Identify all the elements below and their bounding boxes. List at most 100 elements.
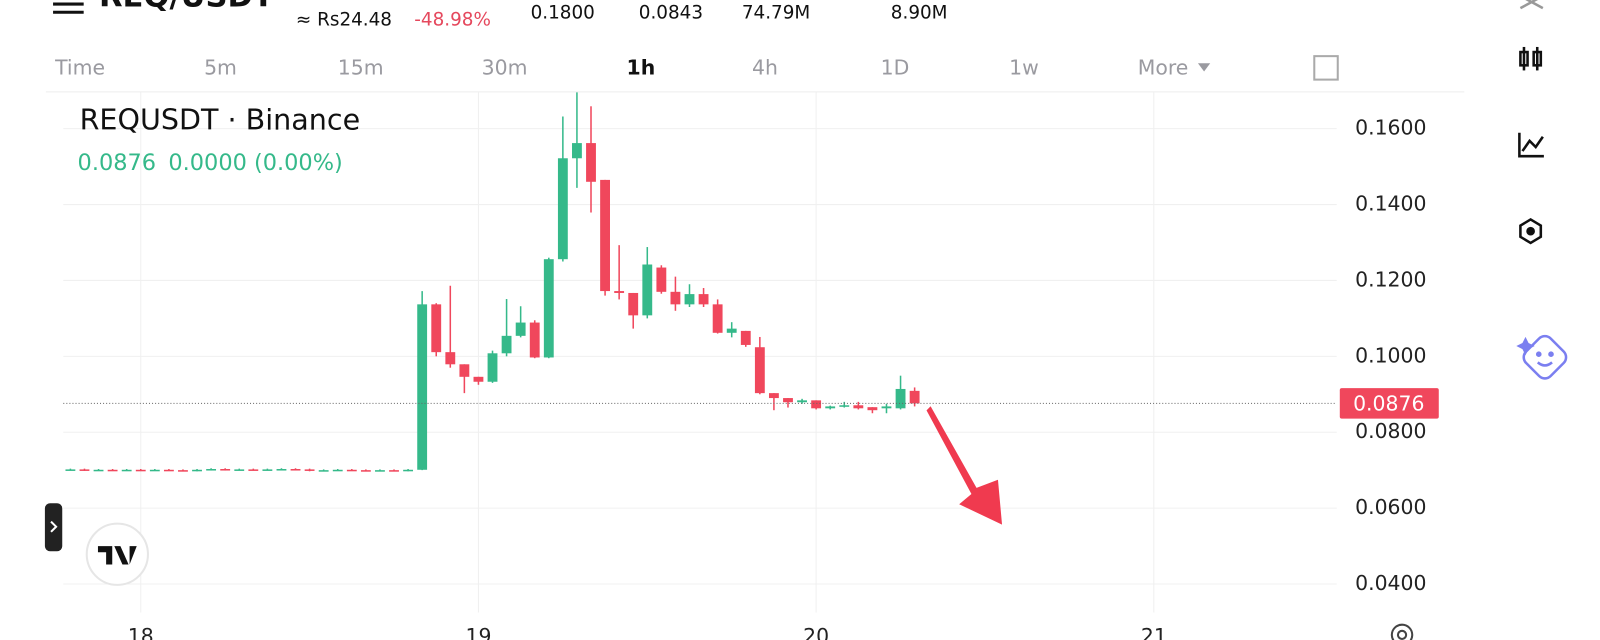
candle-body (107, 469, 118, 472)
candle-body (220, 469, 231, 471)
candle-body (163, 469, 174, 472)
timeframe[interactable]: 1D (881, 55, 910, 79)
candle-body (192, 469, 202, 472)
gear-icon[interactable] (1390, 623, 1414, 640)
y-tick-label: 0.0400 (1355, 571, 1426, 595)
y-tick-label: 0.1400 (1355, 192, 1426, 216)
candle-body (431, 304, 442, 353)
timeframe[interactable]: More (1138, 55, 1189, 79)
candle-body (698, 294, 709, 305)
timeframe[interactable]: Time (54, 55, 105, 79)
candle-body (825, 406, 836, 409)
candle-body (149, 469, 160, 472)
candle-body (600, 179, 610, 292)
timeframe[interactable]: 4h (752, 55, 778, 79)
chart-title: REQUSDT · Binance (80, 102, 361, 136)
candle-body (529, 322, 540, 358)
candle-body (79, 469, 90, 471)
candle-body (417, 304, 428, 470)
down-arrow (926, 406, 1003, 525)
candle-body (867, 407, 878, 411)
price-change: 0.0000 (0.00%) (168, 150, 342, 176)
indicator-tool[interactable] (1518, 132, 1544, 158)
side-toggle[interactable] (44, 503, 63, 552)
candle-body (487, 353, 498, 382)
candle-body (473, 376, 484, 382)
chevron (50, 520, 58, 533)
timeframe[interactable]: 15m (338, 55, 384, 79)
price-tag (1339, 388, 1439, 419)
candle-body (65, 469, 76, 471)
last-price: 0.0876 (78, 150, 157, 176)
candle-body (389, 470, 399, 472)
candle-body (543, 259, 554, 358)
candle-body (642, 264, 653, 316)
candle-body (93, 469, 104, 472)
candle-body (811, 400, 822, 409)
candle-body (614, 291, 625, 293)
candle-body (670, 291, 681, 305)
candle-body (881, 406, 892, 409)
timeframe-active[interactable]: 1h (627, 55, 656, 79)
candle-body (318, 470, 329, 472)
y-tick-label: 0.1600 (1355, 116, 1426, 140)
y-tick-label: 0.1200 (1355, 267, 1426, 291)
candle-body (586, 143, 596, 182)
grid: 0.1600 0.1400 0.1200 0.1000 0.0800 0.0600 0.04… (63, 91, 1426, 640)
x-tick-label: 20 (803, 624, 829, 640)
ai-tool[interactable] (1516, 333, 1569, 382)
candle-body (135, 469, 146, 472)
change: -48.98% (414, 9, 491, 30)
candle-body (572, 143, 582, 159)
timeframe[interactable]: 30m (482, 55, 528, 79)
candle-body (783, 398, 793, 403)
x-tick-label: 18 (128, 624, 154, 640)
candle-body (346, 469, 357, 472)
stat: 0.1800 (531, 2, 595, 23)
tv-logo (85, 522, 149, 586)
candle-body (515, 322, 526, 336)
fiat-price: ≈ Rs24.48 (296, 9, 392, 30)
y-tick-label: 0.0800 (1355, 419, 1426, 443)
y-tick-label: 0.0600 (1355, 495, 1426, 519)
timeframe[interactable]: 5m (204, 55, 237, 79)
candle-body (501, 335, 512, 354)
candle-body (276, 469, 287, 471)
timeframe[interactable]: 1w (1009, 55, 1039, 79)
candle-body (909, 390, 920, 404)
candle-body (178, 470, 188, 472)
tv-logo-mark (97, 546, 137, 565)
candle-body (121, 469, 132, 472)
candle-body (248, 469, 259, 471)
candle-body (445, 352, 456, 365)
x-tick-label: 19 (465, 624, 491, 640)
candle-body (375, 470, 385, 472)
stat: 74.79M (742, 2, 810, 23)
header-icon (53, 2, 84, 14)
candle-body (754, 347, 765, 394)
candle-body (797, 400, 807, 403)
candle-body (403, 469, 414, 472)
candle-body (628, 292, 639, 316)
candle-body (234, 469, 245, 471)
settings-tool[interactable] (1519, 217, 1543, 245)
candle-body (262, 469, 273, 471)
candle-body (290, 469, 301, 471)
stat: 8.90M (891, 2, 948, 23)
candle-body (726, 328, 737, 333)
candle-body (684, 294, 695, 305)
pair-title: REQ/USDT (99, 0, 274, 14)
candle-body (557, 158, 568, 260)
candle-tool[interactable] (1519, 46, 1543, 71)
dropdown-arrow (1197, 63, 1211, 72)
candle-body (332, 469, 343, 472)
layout-icon[interactable] (1313, 55, 1339, 81)
price-tag-label: 0.0876 (1353, 391, 1424, 415)
candle-body (740, 330, 751, 345)
candle-body (768, 393, 779, 399)
close-icon[interactable] (1519, 0, 1544, 10)
candle-body (839, 405, 850, 407)
candle-body (895, 388, 906, 409)
